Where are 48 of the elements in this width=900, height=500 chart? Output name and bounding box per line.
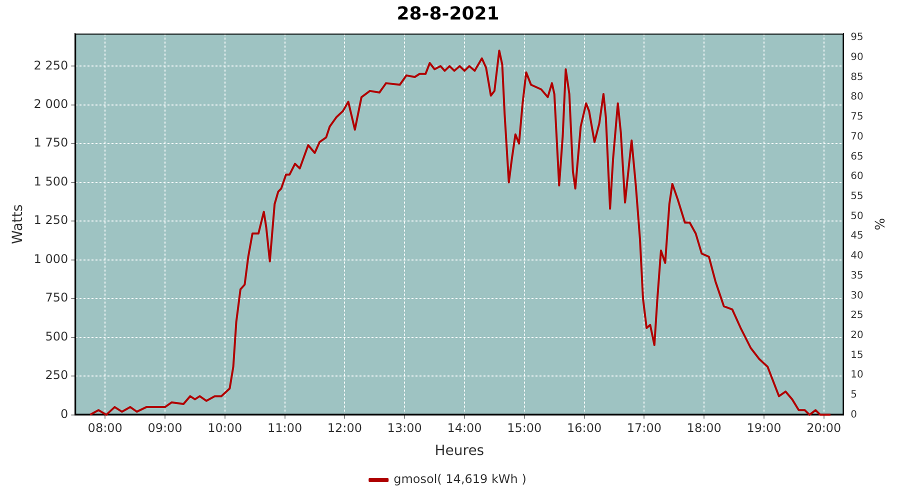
x-tick-label: 19:00 xyxy=(746,421,782,436)
y2-tick-label: 30 xyxy=(850,290,864,302)
y2-tick-label: 80 xyxy=(850,92,864,103)
y-tick-label: 1 750 xyxy=(34,136,68,150)
y2-tick-label: 60 xyxy=(850,171,864,182)
y-tick-label: 1 000 xyxy=(34,252,68,266)
y-axis-title: Watts xyxy=(10,204,26,244)
y-tick-label: 1 500 xyxy=(34,174,68,188)
legend-label: gmosol( 14,619 kWh ) xyxy=(394,472,526,486)
chart-title: 28-8-2021 xyxy=(396,3,500,24)
y2-tick-label: 35 xyxy=(850,270,864,282)
y2-tick-label: 65 xyxy=(850,151,864,162)
y2-axis-title: % xyxy=(870,218,886,230)
y2-tick-label: 50 xyxy=(850,210,864,222)
x-tick-label: 10:00 xyxy=(208,421,242,436)
y2-tick-label: 10 xyxy=(850,370,864,381)
x-tick-label: 14:00 xyxy=(447,421,482,436)
y-tick-label: 2 250 xyxy=(34,58,68,72)
x-tick-label: 18:00 xyxy=(686,421,722,436)
y-tick-label: 750 xyxy=(45,290,68,305)
y-tick-label: 0 xyxy=(60,406,68,421)
y2-tick-label: 40 xyxy=(850,250,864,262)
y-tick-label: 2 000 xyxy=(34,97,68,112)
y-tick-label: 250 xyxy=(45,368,68,382)
y2-tick-label: 75 xyxy=(850,112,864,123)
y2-tick-label: 0 xyxy=(850,409,858,420)
x-tick-label: 15:00 xyxy=(507,421,542,436)
y2-tick-label: 5 xyxy=(850,390,858,401)
x-tick-label: 17:00 xyxy=(626,421,662,436)
y2-tick-label: 90 xyxy=(850,52,864,64)
y2-tick-label: 25 xyxy=(850,310,864,322)
x-axis-title: Heures xyxy=(434,443,484,460)
y2-tick-label: 45 xyxy=(850,230,864,242)
x-tick-label: 20:00 xyxy=(806,421,842,436)
y2-tick-label: 70 xyxy=(850,131,864,142)
y2-tick-label: 20 xyxy=(850,330,864,341)
x-tick-label: 12:00 xyxy=(327,421,362,436)
y2-tick-label: 55 xyxy=(850,191,864,202)
y2-tick-label: 15 xyxy=(850,350,864,361)
y-tick-label: 500 xyxy=(45,329,68,344)
y2-tick-label: 95 xyxy=(850,32,864,44)
y2-tick-label: 85 xyxy=(850,72,864,83)
x-tick-label: 11:00 xyxy=(268,421,302,436)
x-tick-label: 09:00 xyxy=(148,421,182,436)
x-tick-label: 13:00 xyxy=(387,421,422,436)
x-tick-label: 08:00 xyxy=(88,421,122,436)
x-tick-label: 16:00 xyxy=(567,421,602,436)
y-tick-label: 1 250 xyxy=(34,213,68,228)
